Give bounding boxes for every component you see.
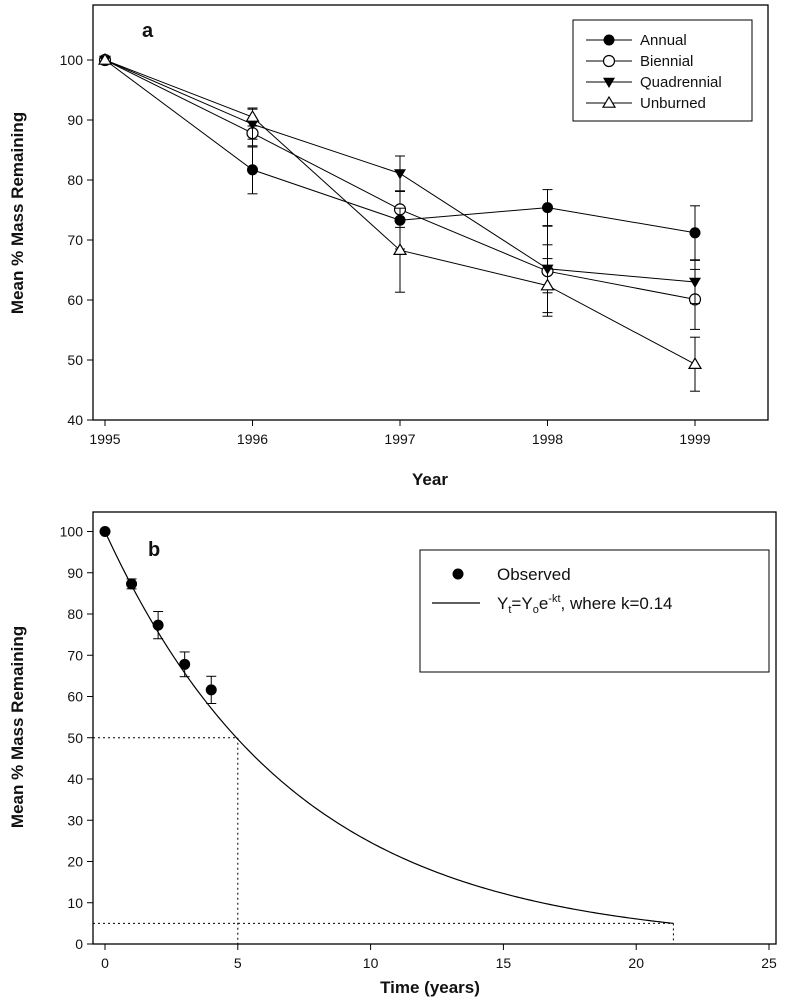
panel-b-y-tick-label-40: 40 <box>67 771 83 787</box>
legend-annual-label: Annual <box>640 32 687 49</box>
fit-label-y: Y <box>497 594 508 613</box>
panel-b-y-tick-label-30: 30 <box>67 812 83 828</box>
panel-a-legend: Annual Biennial Quadrennial Unburned <box>572 19 753 122</box>
fit-label-sub-t: t <box>508 604 511 616</box>
panel-a-x-tick-label-1995: 1995 <box>89 431 120 447</box>
series-annual-point-1999 <box>689 227 701 239</box>
panel-b-legend-box <box>419 549 770 673</box>
panel-b-y-tick-label-60: 60 <box>67 689 83 705</box>
panel-b-x-tick-label-0: 0 <box>101 955 109 971</box>
panel-a-plot-frame <box>92 4 769 421</box>
panel-a-y-tick-label-80: 80 <box>67 172 83 188</box>
panel-b-x-tick-label-25: 25 <box>761 955 777 971</box>
panel-a-x-axis-title: Year <box>412 470 448 489</box>
series-annual-point-1998 <box>542 202 553 214</box>
panel-a-x-tick-label-1996: 1996 <box>237 431 268 447</box>
panel-b-y-tick-label-20: 20 <box>67 854 83 870</box>
panel-b-plot-frame <box>92 511 777 945</box>
panel-b-x-tick-label-20: 20 <box>628 955 644 971</box>
observed-point-2 <box>152 619 164 631</box>
series-unburned <box>97 52 703 392</box>
panel-a-y-tick-label-90: 90 <box>67 112 83 128</box>
panel-b-legend: Observed Yt=Yoe-kt, where k=0.14 <box>419 549 770 673</box>
fit-label-sub-o: o <box>533 604 539 616</box>
observed-point-1 <box>126 578 138 590</box>
series-unburned-point-1999 <box>687 357 703 369</box>
legend-unburned-label: Unburned <box>640 95 706 112</box>
legend-biennial-label: Biennial <box>640 53 693 70</box>
panel-b-fit-curve <box>104 531 674 924</box>
panel-b-x-axis: 0 5 10 15 20 25 <box>101 944 777 971</box>
series-unburned-point-1997 <box>392 243 408 255</box>
panel-b-legend-fit-label: Yt=Yoe-kt, where k=0.14 <box>497 593 673 616</box>
panel-a-y-tick-label-70: 70 <box>67 232 83 248</box>
panel-a-x-tick-label-1998: 1998 <box>532 431 563 447</box>
observed-point-4 <box>205 684 217 696</box>
panel-a-legend-box <box>572 19 753 122</box>
panel-b-y-axis: 0 10 20 30 40 50 60 70 80 90 100 <box>60 524 93 952</box>
series-unburned-point-1998 <box>540 278 555 291</box>
panel-a-chart: 40 50 60 70 80 90 100 1995 1996 1997 1998 1999 a Y… <box>8 4 769 489</box>
panel-b-legend-observed-label: Observed <box>497 565 571 584</box>
panel-b-reference-lines <box>93 737 674 944</box>
panel-b-legend-observed-marker <box>452 568 464 580</box>
legend-annual-marker <box>603 34 615 46</box>
panel-b-observed-points <box>99 526 217 705</box>
fit-label-eq-y: =Y <box>511 594 532 613</box>
panel-b-y-tick-label-50: 50 <box>67 730 83 746</box>
panel-a-y-axis: 40 50 60 70 80 90 100 <box>60 52 93 428</box>
legend-quadrennial-label: Quadrennial <box>640 74 722 91</box>
panel-b-letter: b <box>148 539 160 561</box>
panel-b-chart: 0 10 20 30 40 50 60 70 80 90 100 0 5 10 15 20 25 b Time… <box>8 511 777 997</box>
series-quadrennial-point-1997 <box>394 169 406 180</box>
legend-quadrennial-marker <box>603 77 615 88</box>
panel-b-x-tick-label-5: 5 <box>234 955 242 971</box>
panel-a-x-axis: 1995 1996 1997 1998 1999 <box>89 420 711 447</box>
observed-point-3 <box>179 658 191 670</box>
panel-b-x-tick-label-10: 10 <box>363 955 379 971</box>
panel-a-series-group <box>97 52 703 392</box>
observed-point-0 <box>99 526 111 537</box>
series-unburned-point-1996 <box>245 109 260 122</box>
panel-a-y-tick-label-100: 100 <box>60 52 84 68</box>
series-unburned-point-1995 <box>97 52 113 65</box>
panel-a-letter: a <box>142 20 154 42</box>
legend-unburned-marker <box>601 95 617 108</box>
series-annual-point-1996 <box>247 164 258 176</box>
fit-label-sup: -kt <box>548 593 560 605</box>
panel-b-x-tick-label-15: 15 <box>496 955 512 971</box>
panel-b-y-tick-label-80: 80 <box>67 606 83 622</box>
fit-label-tail: , where k=0.14 <box>561 594 673 613</box>
panel-b-y-tick-label-0: 0 <box>75 936 83 952</box>
series-quadrennial-point-1999 <box>689 277 701 288</box>
panel-a-y-tick-label-40: 40 <box>67 412 83 428</box>
legend-biennial-marker <box>602 54 616 68</box>
fit-label-e: e <box>539 594 548 613</box>
panel-b-y-tick-label-90: 90 <box>67 565 83 581</box>
panel-a-y-tick-label-60: 60 <box>67 292 83 308</box>
panel-a-x-tick-label-1997: 1997 <box>384 431 415 447</box>
panel-b-x-axis-title: Time (years) <box>380 978 480 997</box>
panel-b-y-tick-label-10: 10 <box>67 895 83 911</box>
panel-b-y-tick-label-70: 70 <box>67 647 83 663</box>
panel-a-x-tick-label-1999: 1999 <box>679 431 710 447</box>
panel-b-y-axis-title: Mean % Mass Remaining <box>8 626 27 828</box>
panel-a-y-tick-label-50: 50 <box>67 352 83 368</box>
panel-b-y-tick-label-100: 100 <box>60 524 84 540</box>
panel-a-y-axis-title: Mean % Mass Remaining <box>8 112 27 314</box>
